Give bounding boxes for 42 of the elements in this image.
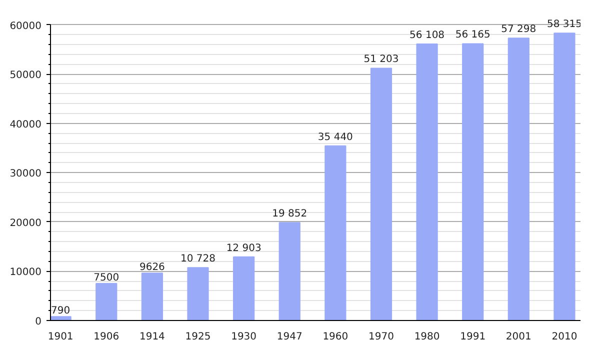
data-label: 7500 [94,272,120,284]
data-label: 35 440 [318,132,353,143]
data-label: 51 203 [364,54,399,66]
y-tick-label: 10000 [10,267,42,278]
data-label: 12 903 [226,242,262,254]
data-label: 9626 [139,262,165,274]
x-tick-label: 2010 [552,332,578,342]
x-tick-label: 1991 [460,332,486,342]
x-tick-label: 1914 [139,332,165,342]
x-tick-label: 1901 [48,332,74,342]
data-label: 57 298 [501,24,536,36]
bar [187,267,209,320]
data-label: 790 [51,306,70,317]
bar [370,68,392,320]
y-tick-label: 0 [35,316,42,328]
bar [554,32,576,320]
y-tick-label: 50000 [10,70,42,82]
data-label: 19 852 [272,208,308,220]
bar [416,44,438,320]
x-tick-label: 1930 [231,332,257,342]
bar [96,283,118,320]
x-tick-label: 1960 [322,332,348,342]
bar [324,145,346,320]
data-label: 56 165 [455,30,490,41]
x-tick-label: 2001 [506,332,532,342]
bar [278,222,300,320]
y-tick-label: 20000 [10,218,42,229]
bar [508,38,530,320]
x-tick-label: 1970 [368,332,394,342]
bar [141,272,163,320]
y-tick-label: 40000 [10,119,42,130]
y-tick-label: 30000 [10,168,42,180]
data-label: 10 728 [180,254,216,265]
x-tick-label: 1925 [185,332,211,342]
bar [233,256,255,320]
x-tick-label: 1980 [414,332,440,342]
bar [50,316,72,320]
x-tick-label: 1947 [276,332,302,342]
data-label: 56 108 [410,30,445,42]
y-tick-label: 60000 [10,20,42,32]
bar [462,43,484,320]
x-tick-label: 1906 [94,332,120,342]
